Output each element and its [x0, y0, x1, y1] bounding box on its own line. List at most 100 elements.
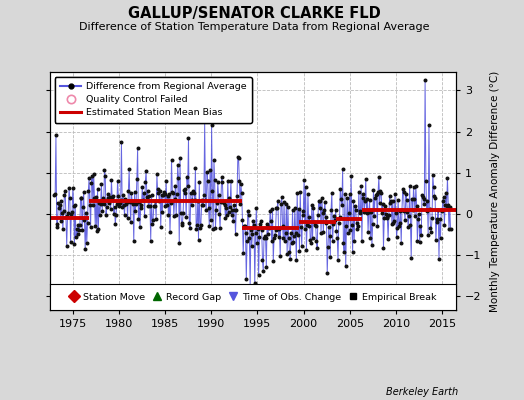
- Point: [147, 238, 155, 244]
- Point: [224, 209, 233, 215]
- Point: [265, 224, 273, 231]
- Point: [140, 213, 149, 219]
- Point: [285, 235, 293, 241]
- Point: [297, 224, 305, 230]
- Point: [65, 185, 73, 191]
- Point: [134, 145, 142, 151]
- Point: [278, 222, 287, 229]
- Point: [358, 238, 366, 245]
- Point: [298, 242, 306, 249]
- Point: [152, 216, 160, 222]
- Point: [157, 192, 166, 198]
- Point: [355, 210, 364, 216]
- Point: [141, 178, 149, 185]
- Point: [445, 203, 454, 210]
- Point: [176, 155, 184, 161]
- Point: [296, 188, 304, 195]
- Point: [244, 212, 253, 218]
- Point: [143, 194, 151, 200]
- Point: [322, 220, 330, 226]
- Point: [432, 237, 440, 243]
- Point: [193, 222, 201, 228]
- Point: [216, 224, 224, 231]
- Point: [179, 210, 187, 216]
- Point: [339, 166, 347, 173]
- Point: [401, 190, 410, 197]
- Point: [229, 217, 237, 224]
- Point: [356, 208, 365, 215]
- Point: [269, 258, 278, 264]
- Point: [69, 185, 77, 191]
- Point: [86, 224, 95, 230]
- Point: [203, 178, 212, 184]
- Point: [63, 213, 72, 220]
- Point: [383, 214, 391, 220]
- Point: [137, 204, 145, 211]
- Point: [302, 247, 311, 254]
- Point: [124, 188, 133, 194]
- Point: [403, 209, 411, 216]
- Point: [429, 184, 438, 190]
- Point: [281, 230, 290, 236]
- Point: [396, 208, 405, 215]
- Point: [64, 210, 72, 216]
- Point: [227, 212, 236, 218]
- Point: [59, 208, 68, 214]
- Point: [100, 201, 108, 207]
- Point: [182, 214, 190, 220]
- Point: [419, 196, 428, 202]
- Point: [55, 205, 63, 211]
- Point: [440, 222, 449, 228]
- Point: [145, 193, 154, 200]
- Point: [231, 231, 239, 238]
- Point: [88, 173, 96, 180]
- Point: [165, 190, 173, 197]
- Point: [291, 204, 299, 211]
- Point: [208, 122, 216, 128]
- Point: [234, 155, 243, 162]
- Point: [167, 200, 175, 206]
- Point: [413, 238, 422, 244]
- Point: [137, 202, 146, 208]
- Point: [211, 225, 220, 232]
- Point: [70, 241, 79, 247]
- Point: [276, 253, 285, 259]
- Point: [230, 202, 238, 208]
- Point: [247, 243, 256, 249]
- Point: [89, 202, 97, 208]
- Point: [301, 183, 310, 190]
- Point: [242, 276, 250, 282]
- Point: [111, 221, 119, 227]
- Point: [430, 192, 439, 199]
- Point: [96, 212, 104, 218]
- Point: [168, 188, 177, 195]
- Point: [267, 218, 275, 224]
- Point: [93, 185, 102, 192]
- Text: Berkeley Earth: Berkeley Earth: [386, 387, 458, 397]
- Point: [114, 193, 123, 199]
- Point: [394, 197, 402, 203]
- Point: [362, 176, 370, 182]
- Point: [263, 221, 271, 228]
- Point: [221, 215, 230, 222]
- Point: [180, 190, 189, 196]
- Point: [401, 217, 409, 224]
- Point: [99, 195, 107, 202]
- Point: [112, 212, 120, 218]
- Point: [442, 190, 450, 196]
- Point: [304, 191, 312, 198]
- Point: [347, 172, 355, 179]
- Point: [409, 207, 417, 214]
- Point: [387, 198, 396, 204]
- Point: [217, 174, 226, 180]
- Point: [391, 210, 400, 216]
- Point: [53, 221, 62, 228]
- Point: [411, 213, 419, 220]
- Point: [195, 179, 203, 186]
- Point: [66, 195, 74, 201]
- Point: [194, 236, 203, 243]
- Point: [353, 226, 362, 232]
- Point: [151, 198, 159, 204]
- Point: [311, 222, 320, 229]
- Point: [224, 178, 232, 184]
